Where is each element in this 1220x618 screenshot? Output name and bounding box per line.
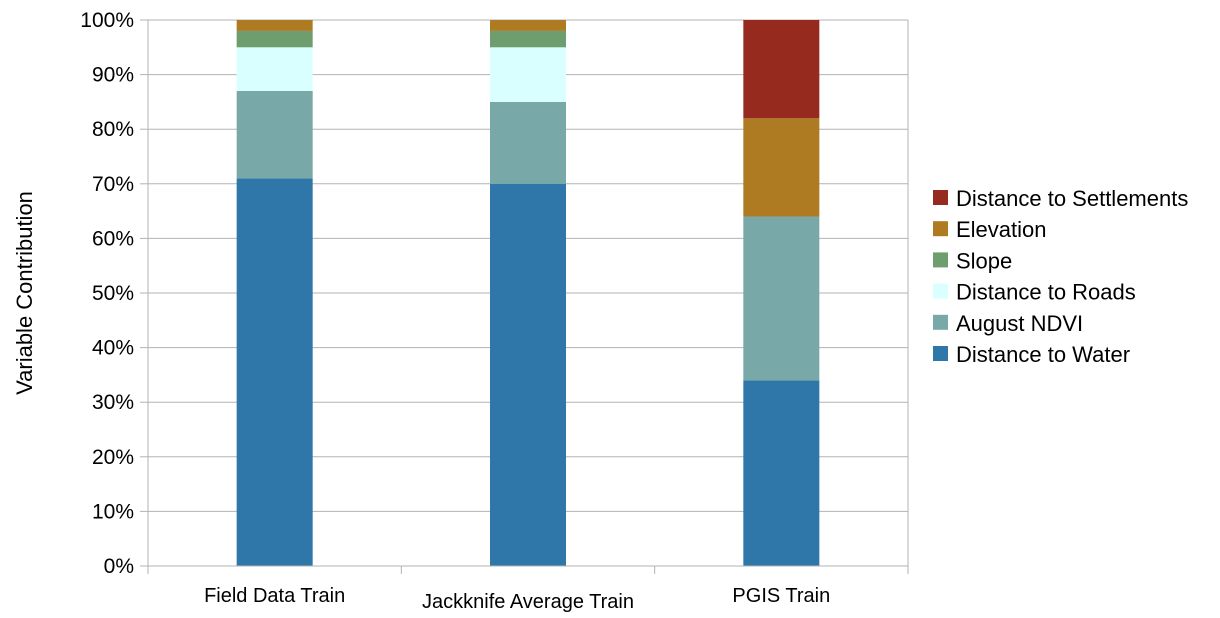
bars xyxy=(236,20,820,567)
legend-label: Distance to Settlements xyxy=(956,186,1188,211)
bar-segment-slope xyxy=(236,30,313,48)
y-tick-label: 30% xyxy=(92,391,134,414)
legend-label: August NDVI xyxy=(956,311,1083,336)
x-tick-label: PGIS Train xyxy=(732,585,830,607)
y-tick-label: 0% xyxy=(104,555,134,578)
legend-label: Elevation xyxy=(956,217,1047,242)
legend-swatch xyxy=(933,252,948,268)
y-tick-label: 70% xyxy=(92,173,134,196)
axes: 0% 10% 20% 30% 40% 50% 60% 70% 80% 90% 100% Field D… xyxy=(80,9,909,613)
y-tick-label: 80% xyxy=(92,118,134,141)
y-tick-label: 10% xyxy=(92,500,134,523)
bar-segment-elevation xyxy=(236,20,313,31)
bar-segment-distance-to-settlements xyxy=(743,20,820,119)
legend-swatch xyxy=(933,346,948,361)
legend-label: Slope xyxy=(956,248,1012,273)
y-tick-label: 90% xyxy=(92,64,134,87)
y-axis-title: Variable Contribution xyxy=(12,191,37,395)
bar-segment-slope xyxy=(490,30,566,48)
legend: Distance to Settlements Elevation Slope Dis… xyxy=(933,186,1188,367)
y-tick-label: 20% xyxy=(92,446,134,469)
bar-segment-distance-to-roads xyxy=(236,47,313,91)
legend-swatch xyxy=(933,221,948,237)
bar-segment-distance-to-water xyxy=(236,178,313,566)
bar-segment-distance-to-water xyxy=(490,183,566,567)
legend-label: Distance to Roads xyxy=(956,280,1136,305)
bar-segment-august-ndvi xyxy=(490,101,566,184)
legend-swatch xyxy=(933,314,948,330)
y-tick-label: 100% xyxy=(80,9,134,32)
bar-segment-elevation xyxy=(743,118,820,217)
legend-label: Distance to Water xyxy=(956,342,1130,367)
bar-segment-august-ndvi xyxy=(236,90,313,179)
y-tick-label: 60% xyxy=(92,227,134,250)
bar-segment-august-ndvi xyxy=(743,216,820,381)
y-tick-label: 40% xyxy=(92,337,134,360)
legend-swatch xyxy=(933,190,948,205)
x-tick-label: Field Data Train xyxy=(204,585,345,607)
legend-swatch xyxy=(933,283,948,299)
y-tick-label: 50% xyxy=(92,282,134,305)
x-tick-label: Jackknife Average Train xyxy=(422,591,634,613)
bar-segment-distance-to-water xyxy=(743,380,820,566)
bar-segment-distance-to-roads xyxy=(490,47,566,102)
bar-segment-elevation xyxy=(490,20,566,31)
